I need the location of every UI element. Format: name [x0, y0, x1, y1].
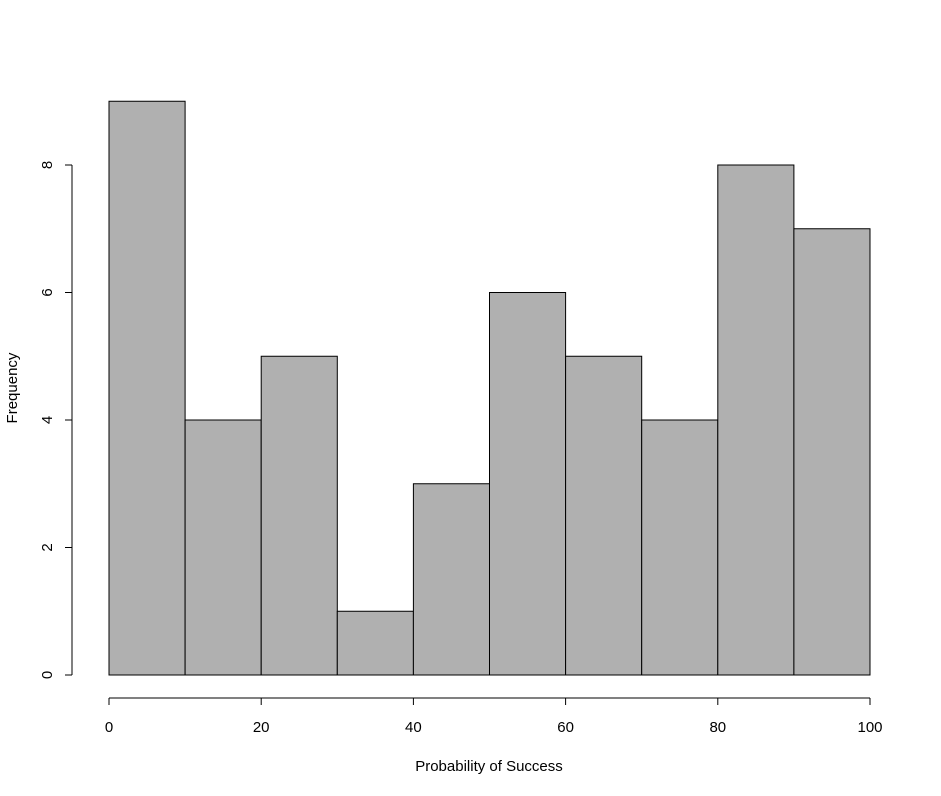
y-axis-label: Frequency [4, 352, 21, 423]
bar [260, 355, 338, 676]
bar [641, 419, 719, 676]
y-tick-label: 8 [39, 161, 56, 169]
x-tick-label: 80 [709, 719, 726, 736]
bar [412, 483, 490, 676]
bar [184, 419, 262, 676]
y-tick-label: 0 [39, 671, 56, 679]
x-tick-label: 60 [557, 719, 574, 736]
bar [108, 100, 186, 676]
bar [489, 292, 567, 676]
bar [717, 164, 795, 676]
x-tick-label: 100 [857, 719, 882, 736]
x-axis-label: Probability of Success [415, 758, 563, 775]
bar [565, 355, 643, 676]
y-tick-label: 4 [39, 416, 56, 424]
x-tick-label: 40 [405, 719, 422, 736]
bar [336, 610, 414, 676]
x-tick-label: 20 [253, 719, 270, 736]
bar [793, 228, 871, 676]
y-tick-label: 6 [39, 288, 56, 296]
x-tick-label: 0 [105, 719, 113, 736]
y-tick-label: 2 [39, 543, 56, 551]
